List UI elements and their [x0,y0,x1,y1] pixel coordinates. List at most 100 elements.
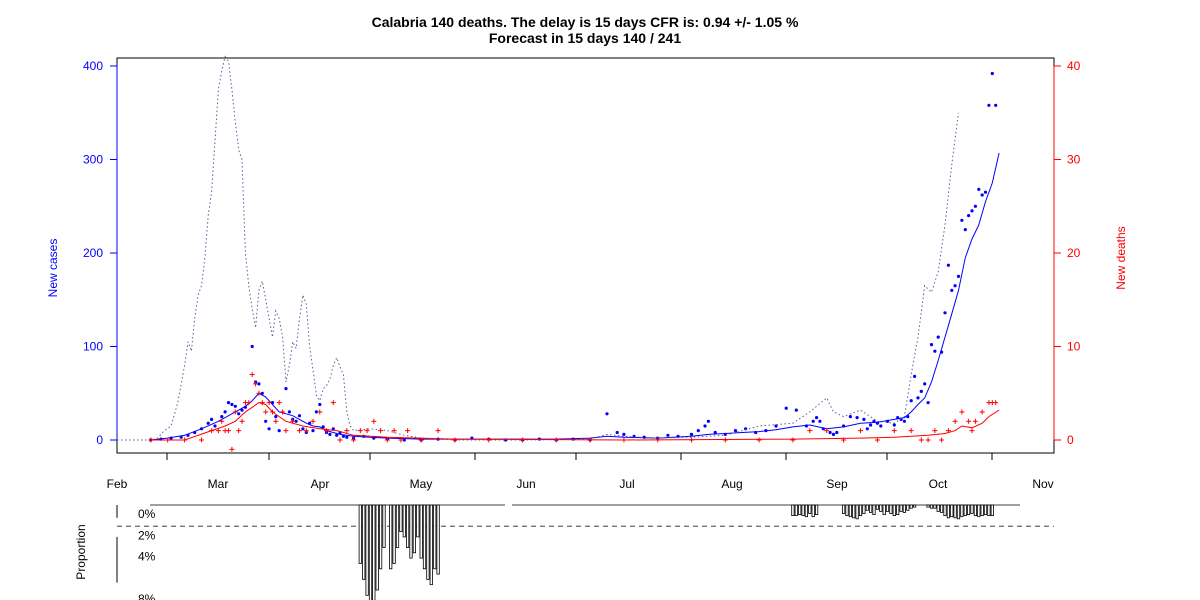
case-point [206,421,210,425]
proportion-bar [872,504,876,516]
proportion-bar [858,504,863,517]
case-point [402,438,406,442]
proportion-bar [815,504,819,516]
death-marker [932,428,938,434]
proportion-bar [365,504,369,596]
proportion-bar [412,504,417,554]
death-marker [790,437,796,443]
case-point [713,430,717,435]
proportion-bar [429,504,433,586]
right-tick-label: 10 [1067,340,1081,354]
case-point [233,404,237,408]
proportion-bar [399,504,403,533]
death-marker [908,428,914,434]
case-point [977,187,981,191]
case-point [916,396,920,400]
death-marker [256,390,262,396]
proportion-bar [862,504,866,514]
case-point [950,288,954,292]
left-axis: 0 100 200 300 400 [83,59,118,447]
case-point [301,427,305,431]
case-point [933,349,937,353]
series-line-2 [117,55,959,441]
proportion-bar [936,504,940,512]
case-point [706,419,711,423]
case-point [226,401,231,405]
case-point [294,419,298,423]
proportion-bar [368,504,373,600]
proportion-bar [990,504,994,517]
proportion-tick-label: 2% [138,528,156,542]
proportion-bar [392,504,396,564]
death-marker [249,372,255,378]
death-marker [969,428,975,434]
proportion-axis-title: Proportion [74,524,88,579]
series-line-1 [150,152,1000,441]
proportion-panel: 0% 2% 4% 8% [116,504,1054,600]
proportion-bar [375,504,379,591]
death-marker [824,428,830,434]
proportion-bar [436,504,440,575]
proportion-tick-label: 0% [138,507,156,521]
proportion-bar [801,504,805,517]
chart-subtitle: Forecast in 15 days 140 / 241 [489,30,681,46]
death-marker [246,400,252,406]
x-tick-label: Sep [826,477,848,491]
proportion-bar [909,504,913,509]
death-marker [364,428,370,434]
left-axis-title: New cases [46,239,60,298]
case-point [902,419,907,423]
case-point [879,424,883,428]
case-point [267,427,271,431]
case-point [865,427,869,431]
proportion-bar [791,504,795,517]
death-marker [925,437,931,443]
proportion-bar [416,504,420,538]
proportion-bar [885,504,890,512]
death-marker [371,418,377,424]
series-layer [117,55,1000,452]
death-marker [296,428,302,434]
case-point [331,427,335,431]
death-marker [378,428,384,434]
left-tick-label: 400 [83,59,103,73]
proportion-bar [409,504,413,559]
left-tick-label: 100 [83,340,103,354]
proportion-bar [848,504,853,518]
proportion-bar [869,504,873,513]
death-marker [452,437,458,443]
proportion-bar [983,504,988,516]
proportion-bar [973,504,978,517]
proportion-bar [433,504,437,570]
right-axis: 0 10 20 30 40 [1053,59,1081,447]
case-point [220,415,224,419]
proportion-bar [395,504,400,548]
death-marker [858,428,864,434]
chart-title: Calabria 140 deaths. The delay is 15 day… [372,14,799,30]
case-point [963,228,967,232]
case-point [848,415,853,419]
death-marker [722,437,728,443]
proportion-bar [422,504,427,570]
death-marker [303,428,309,434]
case-point [943,311,947,315]
death-marker [263,409,269,415]
death-marker [351,437,357,443]
right-tick-label: 40 [1067,59,1081,73]
death-marker [198,437,204,443]
death-marker [384,437,390,443]
proportion-bar [382,504,386,548]
proportion-bar [852,504,856,519]
case-point [869,423,873,427]
case-point [230,402,234,407]
proportion-bar [882,504,886,516]
death-marker [391,428,397,434]
death-marker [236,428,242,434]
case-point [983,190,988,194]
case-point [274,415,278,419]
case-point [250,344,254,349]
series-line-4 [150,402,1000,441]
case-point [811,419,815,423]
proportion-bar [913,504,917,508]
proportion-bar [402,504,406,538]
